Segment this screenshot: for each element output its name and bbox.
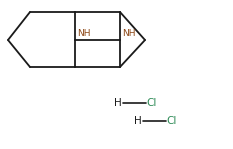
Text: H: H <box>114 98 122 108</box>
Text: NH: NH <box>77 29 90 38</box>
Text: Cl: Cl <box>147 98 157 108</box>
Text: NH: NH <box>122 29 136 38</box>
Text: H: H <box>134 116 142 126</box>
Text: Cl: Cl <box>167 116 177 126</box>
